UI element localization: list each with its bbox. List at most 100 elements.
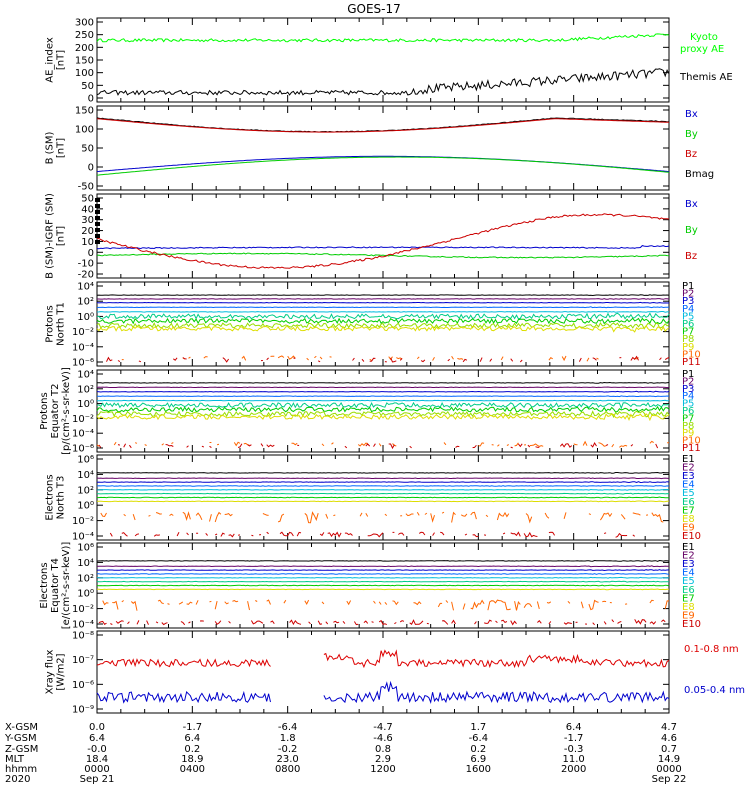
footer-value: 6.4 [184, 733, 200, 744]
y-tick-label: 50 [81, 144, 94, 155]
y-tick-label: 10⁻⁹ [72, 705, 94, 716]
legend-item: P1 [682, 369, 694, 380]
footer-value: -6.4 [469, 733, 489, 744]
footer-row-label: MLT [5, 754, 25, 765]
series-p3 [96, 390, 670, 393]
legend-item: E2 [682, 551, 695, 562]
legend-item: E6 [682, 497, 695, 508]
series-p2 [96, 386, 670, 389]
panel-5: 10⁴ 10² 10⁰ 10⁻² 10⁻⁴ 10⁻⁶ Protons Equator T2 [p… [39, 367, 701, 455]
footer-row-label: Z-GSM [5, 744, 38, 755]
series-xray-short [96, 680, 670, 704]
footer-value: 11.0 [563, 754, 585, 765]
y-tick-label: 10⁴ [77, 282, 94, 293]
y-tick-label: 10² [77, 297, 94, 308]
legend-item: E7 [682, 505, 695, 516]
footer-value: 1200 [370, 764, 395, 775]
y-tick-label: 10⁰ [77, 501, 94, 512]
y-tick-label: 10⁰ [77, 312, 94, 323]
series-p6 [96, 312, 670, 320]
series-p5 [96, 310, 670, 313]
footer-value: -0.2 [278, 744, 298, 755]
y-tick-label: 10⁻² [72, 414, 94, 425]
legend-item: P6 [682, 319, 694, 330]
panel-frame [96, 193, 670, 279]
y-axis-label: Equator T2 [50, 384, 61, 439]
y-tick-label: 0 [88, 163, 94, 174]
legend-item: E1 [682, 542, 695, 553]
y-tick-label: 50 [81, 81, 94, 92]
series-p2 [97, 298, 670, 300]
y-axis-label: [W/m2] [56, 653, 67, 690]
series-e4 [96, 485, 670, 487]
y-tick-label: 10² [77, 485, 94, 496]
series-e7 [96, 584, 670, 587]
panel-7: 10⁶ 10⁴ 10² 10⁰ 10⁻² 10⁻⁴ Electrons Equator T4[… [39, 542, 701, 631]
footer-value: 0.8 [375, 744, 391, 755]
legend-item: E3 [682, 559, 695, 570]
legend-item: E3 [682, 471, 695, 482]
y-tick-label: 10⁻⁴ [72, 342, 94, 353]
footer-value: 18.9 [181, 754, 203, 765]
footer-value: 18.4 [86, 754, 108, 765]
y-tick-label: 10⁶ [77, 455, 94, 466]
footer-row-label: hhmm [5, 764, 37, 775]
legend-item: 0.1-0.8 nm [684, 644, 739, 655]
series-p5 [97, 399, 670, 402]
footer-value: -0.0 [87, 744, 107, 755]
y-tick-label: 10⁴ [77, 370, 94, 381]
y-axis-label: B (SM) [45, 131, 56, 164]
legend-item: E9 [682, 522, 695, 533]
legend-item: Kyoto [690, 32, 718, 43]
y-tick-label: 10⁻⁴ [72, 429, 94, 440]
footer-value: 0.2 [184, 744, 200, 755]
legend-item: Themis AE [679, 72, 733, 83]
series-xray-long [96, 649, 670, 669]
footer-value: -4.7 [373, 722, 393, 733]
legend-item: By [685, 225, 698, 236]
footer-value: 0800 [275, 764, 300, 775]
overflow-mark [95, 198, 100, 202]
legend-item: P10 [682, 349, 701, 360]
footer-value: Sep 21 [80, 774, 115, 785]
legend-item: Bx [685, 109, 698, 120]
y-tick-label: 10⁻⁷ [72, 655, 94, 666]
legend-item: Bx [685, 199, 698, 210]
legend-item: P7 [682, 413, 694, 424]
legend-item: P3 [682, 384, 694, 395]
series-e5 [96, 576, 670, 579]
legend-item: P2 [682, 289, 694, 300]
y-tick-label: 30 [81, 215, 94, 226]
series-bx [96, 245, 670, 250]
footer-value: 14.9 [658, 754, 680, 765]
footer-value: 0400 [180, 764, 205, 775]
y-axis-label: B (SM)-IGRF (SM) [45, 193, 56, 279]
series-e10 [98, 619, 666, 626]
y-tick-label: 10⁻² [72, 327, 94, 338]
legend-item: Bmag [685, 169, 714, 180]
legend-item: E10 [682, 619, 701, 630]
series-e9 [100, 511, 664, 524]
legend-item: E8 [682, 514, 695, 525]
legend-item: E10 [682, 531, 701, 542]
plot-title: GOES-17 [347, 2, 401, 16]
y-axis-label: [nT] [56, 226, 67, 246]
y-tick-label: 150 [75, 106, 94, 117]
y-axis-label: Protons [39, 392, 50, 429]
legend-item: E2 [682, 463, 695, 474]
legend-item: E1 [682, 454, 695, 465]
panel-4: 10⁴ 10² 10⁰ 10⁻² 10⁻⁴ 10⁻⁶ Protons North T1 P1P2… [45, 281, 701, 369]
overflow-mark [95, 234, 100, 238]
footer-value: 4.7 [661, 722, 677, 733]
overflow-mark [95, 204, 100, 208]
legend-item-cont: proxy AE [680, 44, 724, 55]
series-e8 [96, 500, 670, 503]
footer-value: Sep 22 [652, 774, 687, 785]
series-bx [96, 155, 670, 172]
series-p8 [96, 322, 670, 330]
y-tick-label: 10⁰ [77, 589, 94, 600]
footer-value: 2000 [561, 764, 586, 775]
y-axis-label: North T3 [56, 476, 67, 520]
legend-item: Bz [685, 149, 697, 160]
